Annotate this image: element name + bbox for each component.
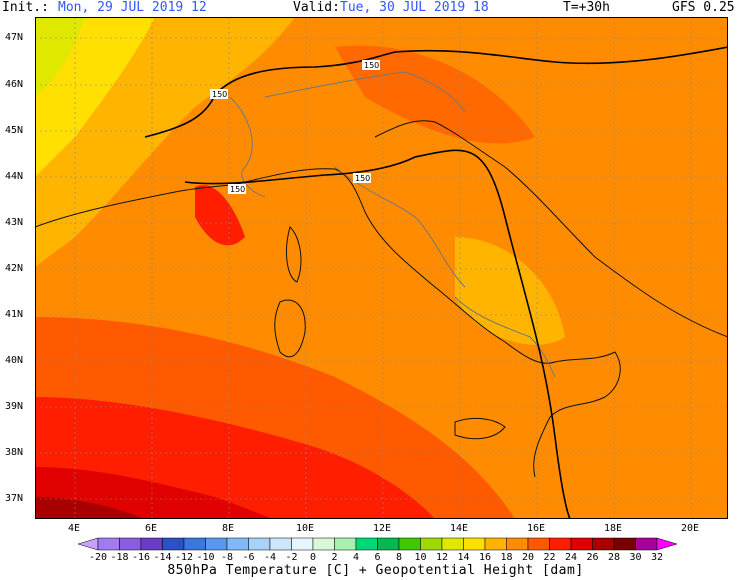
colorbar-swatch [183, 537, 206, 551]
colorbar-tick-label: 12 [435, 552, 449, 563]
colorbar-tick-label: 26 [586, 552, 599, 563]
colorbar-swatch [441, 537, 464, 551]
map-header: Init.: Mon, 29 JUL 2019 12 Valid: Tue, 3… [0, 0, 751, 16]
colorbar-swatch [334, 537, 357, 551]
valid-value: Tue, 30 JUL 2019 18 [340, 0, 489, 15]
lat-label: 44N [5, 171, 24, 182]
lat-label: 46N [5, 79, 24, 90]
lon-label: 18E [604, 523, 623, 534]
colorbar-swatch [312, 537, 335, 551]
colorbar-tick-label: -8 [220, 552, 234, 563]
lat-label: 38N [5, 447, 24, 458]
lon-label: 12E [373, 523, 392, 534]
colorbar-tick-label: -16 [132, 552, 151, 563]
colorbar-swatch [549, 537, 572, 551]
colorbar-swatch [484, 537, 507, 551]
colorbar-swatch [119, 537, 142, 551]
lon-label: 8E [222, 523, 235, 534]
colorbar-swatch [226, 537, 249, 551]
colorbar-swatch [162, 537, 185, 551]
lon-label: 16E [527, 523, 546, 534]
lat-label: 43N [5, 217, 24, 228]
colorbar-tick-label: 22 [543, 552, 556, 563]
colorbar-swatch [97, 537, 120, 551]
colorbar-swatch [140, 537, 163, 551]
lon-label: 14E [450, 523, 469, 534]
colorbar-tick-label: 28 [607, 552, 621, 563]
colorbar-swatch [613, 537, 636, 551]
colorbar-tick-label: 20 [521, 552, 535, 563]
colorbar-tick-label: 32 [650, 552, 664, 563]
colorbar-swatch [463, 537, 486, 551]
colorbar-title: 850hPa Temperature [C] + Geopotential He… [167, 563, 584, 578]
colorbar-swatch [635, 537, 658, 551]
lon-label: 4E [68, 523, 81, 534]
colorbar-swatch [420, 537, 443, 551]
lat-label: 40N [5, 355, 24, 366]
lat-label: 37N [5, 493, 24, 504]
colorbar-tick-label: 0 [309, 552, 317, 563]
lon-label: 20E [681, 523, 700, 534]
colorbar-tick-label: -12 [175, 552, 194, 563]
lat-label: 45N [5, 125, 24, 136]
colorbar-tick-label: 30 [629, 552, 642, 563]
contour-label: 150 [364, 61, 379, 70]
colorbar-tick-label: 10 [414, 552, 427, 563]
colorbar-tick-label: -4 [263, 552, 277, 563]
colorbar-swatch [592, 537, 615, 551]
init-value: Mon, 29 JUL 2019 12 [58, 0, 207, 15]
colorbar-tick-label: -14 [153, 552, 172, 563]
colorbar-tick-label: 2 [331, 552, 338, 563]
colorbar-tick-label: 18 [500, 552, 513, 563]
colorbar-tick-label: 8 [395, 552, 403, 563]
colorbar-tick-label: -10 [196, 552, 215, 563]
lat-label: 39N [5, 401, 24, 412]
lon-label: 6E [145, 523, 158, 534]
lat-label: 41N [5, 309, 24, 320]
colorbar [0, 534, 751, 580]
colorbar-swatch [377, 537, 400, 551]
valid-label: Valid: [293, 0, 340, 15]
colorbar-tick-label: 16 [478, 552, 492, 563]
colorbar-tick-label: -2 [285, 552, 298, 563]
colorbar-swatch [398, 537, 421, 551]
lat-label: 47N [5, 32, 24, 43]
colorbar-swatch [269, 537, 292, 551]
colorbar-tick-label: -18 [110, 552, 129, 563]
colorbar-tick-label: -20 [89, 552, 108, 563]
colorbar-tick-label: 14 [457, 552, 470, 563]
colorbar-swatch [77, 537, 99, 551]
colorbar-swatch [570, 537, 593, 551]
contour-label: 150 [230, 185, 245, 194]
colorbar-swatch [527, 537, 550, 551]
lon-label: 10E [296, 523, 315, 534]
colorbar-swatch [205, 537, 228, 551]
lat-label: 42N [5, 263, 24, 274]
model-name: GFS 0.25 [672, 0, 735, 15]
colorbar-tick-label: 4 [352, 552, 360, 563]
colorbar-swatch [248, 537, 271, 551]
colorbar-tick-label: 6 [374, 552, 381, 563]
colorbar-swatch [291, 537, 314, 551]
colorbar-tick-label: -6 [242, 552, 255, 563]
contour-label: 150 [212, 90, 227, 99]
lead-time: T=+30h [563, 0, 610, 15]
colorbar-swatch [355, 537, 378, 551]
colorbar-swatch [656, 537, 678, 551]
contour-label: 150 [355, 174, 370, 183]
colorbar-swatch [506, 537, 529, 551]
init-label: Init.: [2, 0, 49, 15]
colorbar-tick-label: 24 [564, 552, 578, 563]
temperature-map: 150 150 150 150 [35, 17, 728, 519]
